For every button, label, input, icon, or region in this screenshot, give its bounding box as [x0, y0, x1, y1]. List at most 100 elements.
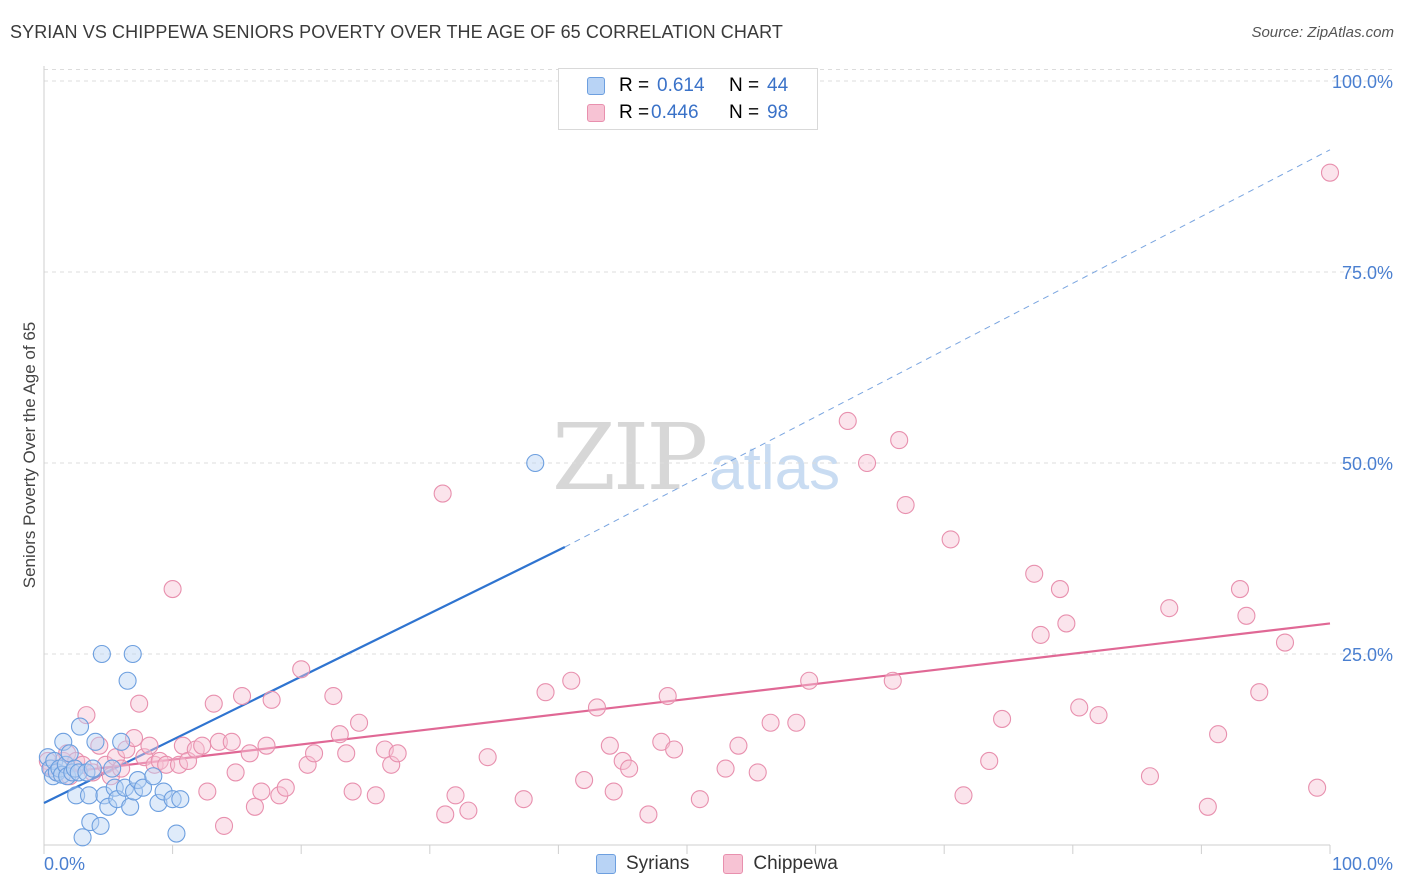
- point-chippewa-34: [226, 763, 245, 782]
- legend-chippewa-r-label: R =: [619, 102, 650, 123]
- point-chippewa-44: [298, 755, 317, 774]
- point-syrians-13: [67, 786, 86, 805]
- point-chippewa-85: [941, 530, 960, 549]
- point-syrians-43: [526, 453, 545, 473]
- point-chippewa-97: [1198, 797, 1217, 816]
- point-chippewa-53: [382, 755, 401, 774]
- point-syrians-38: [149, 793, 168, 813]
- point-chippewa-91: [1050, 580, 1069, 599]
- point-syrians-21: [86, 732, 105, 751]
- point-syrians-42: [171, 790, 190, 809]
- point-syrians-33: [123, 644, 142, 664]
- point-chippewa-18: [135, 748, 154, 767]
- point-syrians-22: [91, 816, 110, 835]
- source-credit: Source: ZipAtlas.com: [1251, 24, 1394, 41]
- legend-chippewa-n-value: 98: [767, 102, 789, 123]
- point-syrians-26: [103, 759, 122, 778]
- point-chippewa-8: [77, 706, 96, 725]
- point-chippewa-38: [252, 782, 271, 801]
- y-tick-label-75: 75.0%: [1342, 263, 1393, 283]
- point-chippewa-81: [857, 453, 877, 473]
- point-syrians-41: [167, 824, 186, 843]
- point-chippewa-47: [330, 725, 349, 744]
- point-chippewa-82: [883, 671, 902, 690]
- point-syrians-29: [112, 732, 131, 751]
- point-syrians-37: [144, 767, 163, 786]
- y-tick-label-25: 25.0%: [1342, 645, 1393, 665]
- point-chippewa-92: [1057, 614, 1076, 633]
- point-chippewa-30: [204, 694, 223, 713]
- point-chippewa-102: [1275, 633, 1295, 652]
- point-chippewa-62: [562, 671, 581, 690]
- point-syrians-31: [118, 671, 137, 690]
- point-chippewa-89: [1025, 564, 1044, 583]
- chart-title: SYRIAN VS CHIPPEWA SENIORS POVERTY OVER …: [10, 22, 783, 42]
- point-chippewa-74: [716, 759, 735, 778]
- legend-bottom-swatch-syrians: [596, 854, 616, 874]
- point-chippewa-59: [478, 748, 497, 767]
- point-chippewa-76: [748, 763, 767, 782]
- point-chippewa-19: [140, 736, 159, 755]
- point-chippewa-22: [157, 755, 176, 774]
- legend-label-syrians: Syrians: [626, 853, 690, 874]
- point-chippewa-66: [604, 782, 623, 801]
- x-tick-label-end: 100.0%: [1332, 854, 1393, 874]
- point-syrians-10: [60, 744, 79, 763]
- point-chippewa-93: [1070, 698, 1089, 717]
- point-syrians-36: [133, 778, 153, 797]
- point-chippewa-55: [433, 484, 452, 503]
- point-chippewa-60: [514, 790, 533, 809]
- point-chippewa-61: [536, 683, 555, 702]
- point-chippewa-46: [324, 686, 343, 706]
- point-chippewa-73: [690, 790, 709, 809]
- point-syrians-20: [83, 759, 102, 778]
- point-chippewa-48: [337, 744, 356, 763]
- point-chippewa-65: [600, 736, 619, 755]
- point-chippewa-69: [639, 805, 658, 824]
- point-chippewa-37: [245, 797, 264, 816]
- point-chippewa-41: [270, 786, 289, 805]
- point-chippewa-56: [436, 805, 455, 824]
- point-chippewa-12: [101, 767, 120, 786]
- point-chippewa-45: [305, 744, 324, 763]
- point-syrians-15: [70, 717, 90, 736]
- point-chippewa-49: [343, 782, 362, 801]
- point-chippewa-100: [1237, 606, 1256, 625]
- point-syrians-34: [124, 782, 144, 801]
- point-chippewa-75: [729, 736, 748, 755]
- point-chippewa-78: [787, 713, 806, 732]
- point-chippewa-79: [800, 671, 819, 690]
- point-chippewa-71: [658, 686, 677, 706]
- point-chippewa-84: [896, 495, 915, 515]
- point-syrians-14: [69, 763, 88, 782]
- point-chippewa-24: [169, 755, 189, 774]
- legend-syrians-n-label: N =: [729, 75, 760, 96]
- point-chippewa-31: [209, 732, 228, 751]
- point-chippewa-96: [1160, 599, 1179, 618]
- trend-line-syrians: [43, 546, 566, 804]
- point-syrians-27: [105, 778, 124, 797]
- trend-line-syrians-extension: [564, 149, 1331, 548]
- point-chippewa-17: [130, 694, 149, 713]
- x-tick-label-start: 0.0%: [44, 854, 85, 874]
- point-chippewa-88: [993, 709, 1012, 728]
- point-chippewa-80: [838, 411, 857, 431]
- point-syrians-40: [163, 790, 182, 809]
- point-chippewa-43: [292, 660, 311, 679]
- point-chippewa-28: [193, 736, 212, 755]
- point-syrians-16: [73, 828, 92, 847]
- correlation-legend: R = 0.614 N = 44 R = 0.446 N = 98: [558, 68, 818, 130]
- point-chippewa-33: [222, 732, 241, 751]
- point-chippewa-54: [388, 744, 407, 763]
- point-chippewa-83: [890, 431, 909, 450]
- point-chippewa-51: [366, 786, 385, 805]
- point-chippewa-23: [163, 580, 182, 599]
- point-chippewa-57: [446, 786, 465, 805]
- point-syrians-32: [121, 797, 140, 816]
- point-chippewa-101: [1250, 683, 1269, 702]
- point-chippewa-77: [761, 713, 780, 732]
- legend-syrians-n-value: 44: [767, 75, 789, 96]
- point-chippewa-104: [1320, 163, 1340, 182]
- point-chippewa-98: [1209, 725, 1228, 744]
- point-syrians-19: [81, 813, 100, 832]
